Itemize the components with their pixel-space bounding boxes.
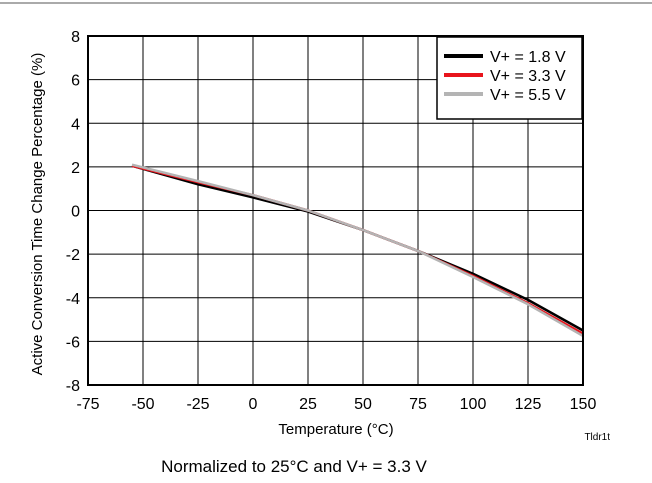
series-line xyxy=(131,164,584,332)
series-line xyxy=(131,163,584,337)
x-tick-label: 25 xyxy=(299,396,317,413)
plot-frame xyxy=(87,35,584,386)
legend-label: V+ = 3.3 V xyxy=(490,68,566,85)
figure-id: Tldr1t xyxy=(584,432,610,443)
x-tick-label: 50 xyxy=(354,396,372,413)
x-tick-label: -50 xyxy=(131,396,154,413)
y-tick-label: -8 xyxy=(66,378,80,395)
caption: Normalized to 25°C and V+ = 3.3 V xyxy=(161,457,427,476)
legend-box xyxy=(436,36,583,120)
x-tick-label: 100 xyxy=(460,396,487,413)
series-line xyxy=(131,164,584,335)
x-tick-labels: -75 -50 -25 0 25 50 75 100 125 150 xyxy=(76,396,596,413)
y-tick-label: 0 xyxy=(71,204,80,221)
y-tick-label: 8 xyxy=(71,29,80,46)
x-axis-label: Temperature (°C) xyxy=(278,421,393,438)
y-tick-label: 2 xyxy=(71,160,80,177)
x-tick-label: 75 xyxy=(409,396,427,413)
legend-label: V+ = 1.8 V xyxy=(490,49,566,66)
y-tick-label: 6 xyxy=(71,73,80,90)
y-tick-label: -6 xyxy=(66,334,80,351)
x-tick-label: 0 xyxy=(249,396,258,413)
y-tick-labels: 8 6 4 2 0 -2 -4 -6 -8 xyxy=(66,29,80,395)
x-tick-label: -25 xyxy=(186,396,209,413)
y-tick-label: 4 xyxy=(71,116,80,133)
legend: V+ = 1.8 V V+ = 3.3 V V+ = 5.5 V xyxy=(436,36,583,120)
y-tick-label: -4 xyxy=(66,291,80,308)
y-axis-label: Active Conversion Time Change Percentage… xyxy=(29,53,46,376)
x-tick-label: 125 xyxy=(515,396,542,413)
legend-label: V+ = 5.5 V xyxy=(490,87,566,104)
x-tick-label: -75 xyxy=(76,396,99,413)
y-tick-label: -2 xyxy=(66,247,80,264)
series-layer xyxy=(131,163,584,337)
x-tick-label: 150 xyxy=(570,396,597,413)
